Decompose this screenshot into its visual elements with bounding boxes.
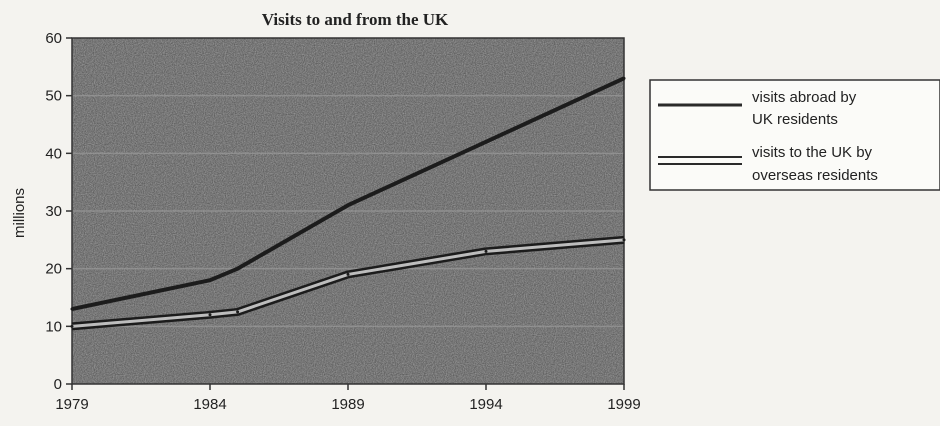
- x-tick-label-3: 1994: [469, 396, 502, 413]
- series-1-point-3: [346, 272, 350, 276]
- y-tick-label-4: 40: [45, 145, 62, 162]
- series-1-point-2: [236, 310, 240, 314]
- y-tick-label-2: 20: [45, 261, 62, 278]
- series-0-point-1: [208, 278, 212, 282]
- series-0-point-5: [622, 76, 626, 80]
- series-0-point-0: [70, 307, 74, 311]
- plot-area: [71, 37, 625, 385]
- series-0-point-2: [236, 267, 240, 271]
- legend-label-abroad-line1: visits abroad by: [752, 89, 857, 106]
- x-tick-label-2: 1989: [331, 396, 364, 413]
- series-1-point-4: [484, 249, 488, 253]
- series-line-abroad: [71, 76, 625, 311]
- series-1-point-0: [70, 324, 74, 328]
- chart-title: Visits to and from the UK: [262, 10, 449, 29]
- x-tick-label-1: 1984: [193, 396, 226, 413]
- legend-label-abroad-line2: UK residents: [752, 111, 838, 128]
- x-tick-label-4: 1999: [607, 396, 640, 413]
- series-1-point-1: [208, 313, 212, 317]
- y-tick-label-6: 60: [45, 30, 62, 47]
- series-line-overseas-inner: [71, 238, 625, 328]
- legend-box: [649, 79, 940, 191]
- x-axis: 1979 1984 1989 1994 1999: [55, 384, 641, 413]
- grid-lines: [72, 94, 624, 328]
- y-tick-label-5: 50: [45, 88, 62, 105]
- legend: visits abroad by UK residents visits to …: [649, 79, 940, 191]
- series-0-point-4: [484, 140, 488, 144]
- series-0-point-3: [346, 203, 350, 207]
- series-lines: [70, 76, 626, 331]
- y-axis: 0 10 20 30 40 50 60: [45, 30, 72, 393]
- legend-label-overseas-line2: overseas residents: [752, 167, 878, 184]
- y-tick-label-3: 30: [45, 203, 62, 220]
- x-tick-label-0: 1979: [55, 396, 88, 413]
- y-tick-label-0: 0: [54, 376, 62, 393]
- legend-label-overseas-line1: visits to the UK by: [752, 144, 873, 161]
- series-1-point-5: [622, 238, 626, 242]
- y-axis-label: millions: [11, 188, 28, 238]
- y-tick-label-1: 10: [45, 318, 62, 335]
